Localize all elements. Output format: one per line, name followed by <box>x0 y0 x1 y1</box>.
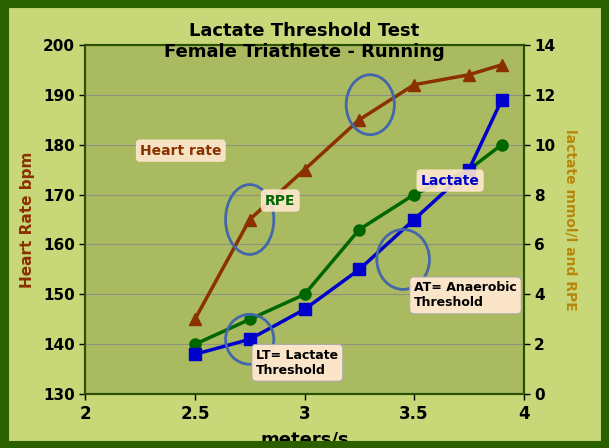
Text: AT= Anaerobic
Threshold: AT= Anaerobic Threshold <box>414 281 517 310</box>
Text: LT= Lactate
Threshold: LT= Lactate Threshold <box>256 349 339 377</box>
Text: RPE: RPE <box>265 194 295 207</box>
Text: Lactate: Lactate <box>421 173 479 188</box>
X-axis label: meters/s: meters/s <box>260 431 349 448</box>
Text: Heart rate: Heart rate <box>140 144 222 158</box>
Text: Lactate Threshold Test
Female Triathlete - Running: Lactate Threshold Test Female Triathlete… <box>164 22 445 61</box>
Y-axis label: lactate mmol/l and RPE: lactate mmol/l and RPE <box>563 129 577 310</box>
Y-axis label: Heart Rate bpm: Heart Rate bpm <box>19 151 35 288</box>
